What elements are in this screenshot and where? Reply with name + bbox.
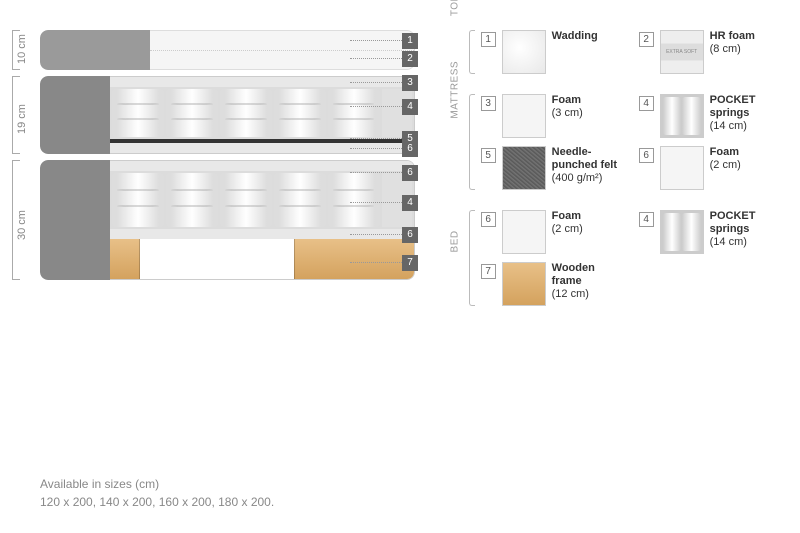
item-number: 6 xyxy=(481,212,496,227)
legend: TOP MATTRESS1Wadding2EXTRA SOFTHR foam(8… xyxy=(455,30,780,326)
spring-row xyxy=(110,87,414,139)
diagram: 10 cm 19 cm 30 cm xyxy=(40,30,415,326)
dim-label-mid: 19 cm xyxy=(16,104,28,134)
item-number: 4 xyxy=(639,212,654,227)
pointer-label: 6 xyxy=(402,141,418,157)
swatch-pocket xyxy=(660,94,704,138)
dim-label-bot: 30 cm xyxy=(16,210,28,240)
section-bracket xyxy=(469,30,475,74)
section-items: 6 Foam(2 cm) 4 POCKET springs(14 cm) 7 Wooden… xyxy=(481,210,780,306)
legend-section: TOP MATTRESS1Wadding2EXTRA SOFTHR foam(8… xyxy=(455,30,780,74)
pointer-label: 6 xyxy=(402,227,418,243)
pointer-line: 6 xyxy=(350,148,414,149)
section-label: TOP MATTRESS xyxy=(449,0,460,16)
swatch-foam xyxy=(660,146,704,190)
pointer-line: 5 xyxy=(350,138,414,139)
legend-item: 4 POCKET springs(14 cm) xyxy=(639,210,779,254)
pointer-line: 6 xyxy=(350,234,414,235)
item-text: HR foam(8 cm) xyxy=(710,30,755,56)
swatch-foam xyxy=(502,210,546,254)
legend-item: 6 Foam(2 cm) xyxy=(481,210,621,254)
section-label: MATTRESS xyxy=(449,61,460,119)
bed-cover xyxy=(40,160,110,280)
section-label: BED xyxy=(449,230,460,252)
item-text: Wooden frame(12 cm) xyxy=(552,262,621,302)
legend-item: 7 Wooden frame(12 cm) xyxy=(481,262,621,306)
item-text: Needle-punched felt(400 g/m²) xyxy=(552,146,621,186)
legend-item: 2 EXTRA SOFTHR foam(8 cm) xyxy=(639,30,779,74)
legend-item: 1 Wadding xyxy=(481,30,621,74)
item-text: Foam(2 cm) xyxy=(552,210,583,236)
layer-top-mattress xyxy=(40,30,415,70)
legend-item: 4 POCKET springs(14 cm) xyxy=(639,94,779,138)
pointer-line: 4 xyxy=(350,202,414,203)
pointer-label: 1 xyxy=(402,33,418,49)
section-items: 1 Wadding 2 EXTRA SOFTHR foam(8 cm) xyxy=(481,30,780,74)
legend-item: 5 Needle-punched felt(400 g/m²) xyxy=(481,146,621,190)
swatch-felt xyxy=(502,146,546,190)
item-text: Foam(2 cm) xyxy=(710,146,741,172)
swatch-wood xyxy=(502,262,546,306)
item-number: 5 xyxy=(481,148,496,163)
pointer-label: 3 xyxy=(402,75,418,91)
swatch-wadding xyxy=(502,30,546,74)
item-number: 4 xyxy=(639,96,654,111)
pointer-line: 4 xyxy=(350,106,414,107)
pointer-line: 1 xyxy=(350,40,414,41)
section-bracket xyxy=(469,94,475,190)
section-bracket xyxy=(469,210,475,306)
bed-spring-row xyxy=(110,171,414,229)
swatch-pocket xyxy=(660,210,704,254)
legend-item: 6 Foam(2 cm) xyxy=(639,146,779,190)
item-number: 2 xyxy=(639,32,654,47)
legend-section: MATTRESS3Foam(3 cm)4POCKET springs(14 cm… xyxy=(455,94,780,190)
top-foam xyxy=(150,30,415,70)
dim-label-top: 10 cm xyxy=(16,34,28,64)
item-number: 6 xyxy=(639,148,654,163)
wood-frame xyxy=(110,239,414,279)
legend-item: 3 Foam(3 cm) xyxy=(481,94,621,138)
pointer-label: 4 xyxy=(402,195,418,211)
swatch-hrfoam: EXTRA SOFT xyxy=(660,30,704,74)
pointer-line: 2 xyxy=(350,58,414,59)
swatch-foam xyxy=(502,94,546,138)
item-text: Wadding xyxy=(552,30,598,43)
sizes-block: Available in sizes (cm) 120 x 200, 140 x… xyxy=(40,477,274,509)
item-text: POCKET springs(14 cm) xyxy=(710,210,779,250)
item-text: POCKET springs(14 cm) xyxy=(710,94,779,134)
mattress-cover xyxy=(40,76,110,154)
top-cover xyxy=(40,30,150,70)
item-number: 3 xyxy=(481,96,496,111)
pointer-line: 3 xyxy=(350,82,414,83)
item-number: 1 xyxy=(481,32,496,47)
item-text: Foam(3 cm) xyxy=(552,94,583,120)
pointer-line: 7 xyxy=(350,262,414,263)
layer-mattress xyxy=(40,76,415,154)
item-number: 7 xyxy=(481,264,496,279)
pointer-label: 4 xyxy=(402,99,418,115)
pointer-label: 7 xyxy=(402,255,418,271)
pointer-label: 2 xyxy=(402,51,418,67)
legend-section: BED6Foam(2 cm)4POCKET springs(14 cm)7Woo… xyxy=(455,210,780,306)
sizes-title: Available in sizes (cm) xyxy=(40,477,274,491)
pointer-label: 6 xyxy=(402,165,418,181)
pointer-line: 6 xyxy=(350,172,414,173)
sizes-list: 120 x 200, 140 x 200, 160 x 200, 180 x 2… xyxy=(40,495,274,509)
bed-foam-top xyxy=(110,161,414,171)
section-items: 3 Foam(3 cm) 4 POCKET springs(14 cm) 5 Needle… xyxy=(481,94,780,190)
